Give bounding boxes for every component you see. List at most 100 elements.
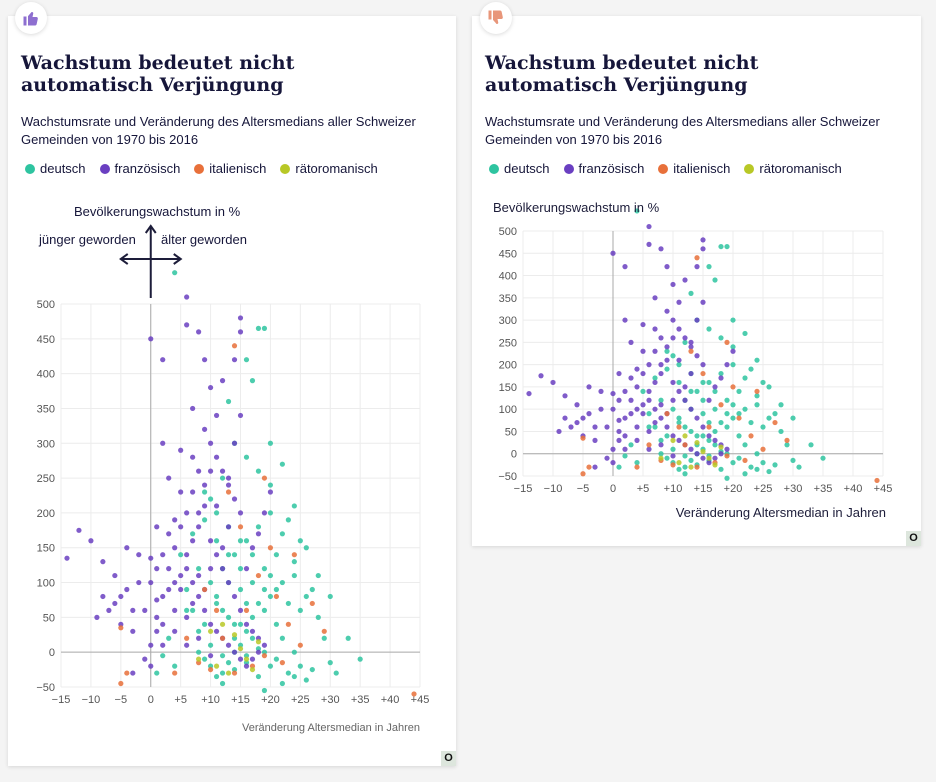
data-point	[700, 237, 706, 243]
y-tick-label: 400	[37, 369, 55, 381]
data-point	[261, 325, 268, 331]
data-point	[309, 586, 315, 593]
data-point	[243, 621, 250, 627]
data-point	[130, 607, 136, 614]
data-point	[261, 475, 268, 481]
data-point	[688, 370, 694, 377]
data-point	[724, 453, 730, 459]
data-point	[225, 489, 232, 495]
data-point	[273, 586, 279, 593]
data-point	[640, 402, 646, 408]
data-point	[712, 455, 718, 461]
data-point	[610, 406, 616, 412]
data-point	[213, 593, 220, 600]
data-point	[754, 357, 760, 363]
data-point	[160, 552, 166, 558]
y-tick-label: 0	[511, 449, 517, 461]
data-point	[610, 250, 616, 256]
data-point	[231, 649, 238, 655]
y-tick-label: −50	[498, 471, 517, 483]
data-point	[754, 388, 760, 394]
data-point	[658, 335, 664, 341]
data-point	[670, 453, 676, 459]
data-point	[646, 397, 652, 403]
data-point	[724, 411, 730, 417]
data-point	[730, 384, 736, 390]
data-point	[267, 440, 274, 446]
data-point	[285, 670, 291, 676]
data-point	[550, 379, 556, 386]
data-point	[237, 412, 244, 419]
data-point	[688, 464, 694, 470]
data-point	[190, 600, 196, 607]
data-point	[700, 424, 706, 430]
data-point	[694, 317, 700, 323]
data-point	[718, 419, 724, 426]
data-point	[213, 538, 220, 544]
data-point	[724, 446, 730, 452]
data-point	[219, 635, 226, 641]
data-point	[213, 552, 220, 558]
data-point	[760, 424, 766, 430]
data-point	[213, 412, 220, 419]
data-point	[718, 370, 724, 377]
data-point	[213, 454, 220, 460]
y-tick-label: 500	[37, 299, 55, 311]
data-point	[88, 538, 94, 544]
data-point	[291, 552, 297, 558]
data-point	[736, 455, 742, 461]
data-point	[106, 607, 112, 614]
data-point	[766, 468, 772, 475]
data-point	[676, 388, 682, 394]
thumbs-up-badge[interactable]	[15, 2, 47, 34]
data-point	[255, 639, 262, 645]
data-point	[154, 614, 160, 620]
data-point	[646, 388, 652, 394]
data-point	[273, 656, 279, 662]
legend-item-deutsch: deutsch	[25, 161, 86, 176]
data-point	[706, 419, 712, 426]
data-point	[658, 451, 664, 457]
data-point	[178, 552, 184, 558]
data-point	[148, 555, 154, 561]
x-tick-label: −10	[544, 483, 563, 495]
data-point	[658, 437, 664, 443]
data-point	[736, 388, 742, 394]
data-point	[580, 471, 586, 477]
data-point	[207, 496, 214, 502]
data-point	[207, 653, 214, 659]
data-point	[237, 538, 244, 544]
data-point	[538, 373, 544, 379]
data-point	[634, 464, 640, 470]
thumbs-down-badge[interactable]	[480, 2, 512, 34]
data-point	[196, 468, 202, 474]
data-point	[243, 663, 250, 669]
data-point	[219, 378, 226, 384]
data-point	[586, 411, 592, 417]
data-point	[772, 419, 778, 426]
chart-card-right: Wachstum bedeutet nicht automatisch Verj…	[472, 2, 921, 546]
data-point	[267, 663, 274, 669]
data-point	[724, 475, 730, 481]
data-point	[706, 379, 712, 386]
data-point	[616, 417, 622, 423]
legend-item-franzoesisch: französisch	[99, 161, 180, 176]
data-point	[255, 468, 262, 474]
data-point	[202, 426, 208, 432]
thumbs-up-icon	[23, 12, 38, 26]
data-point	[718, 375, 724, 381]
data-point	[213, 673, 220, 680]
data-point	[184, 614, 190, 620]
data-point	[754, 393, 760, 399]
data-point	[616, 437, 622, 443]
data-point	[574, 402, 580, 408]
data-point	[658, 415, 664, 421]
data-point	[279, 531, 285, 537]
data-point	[136, 552, 142, 558]
data-point	[652, 295, 658, 301]
data-point	[652, 406, 658, 412]
grid	[60, 303, 421, 688]
data-point	[345, 635, 351, 641]
data-point	[640, 411, 646, 417]
data-point	[652, 424, 658, 430]
